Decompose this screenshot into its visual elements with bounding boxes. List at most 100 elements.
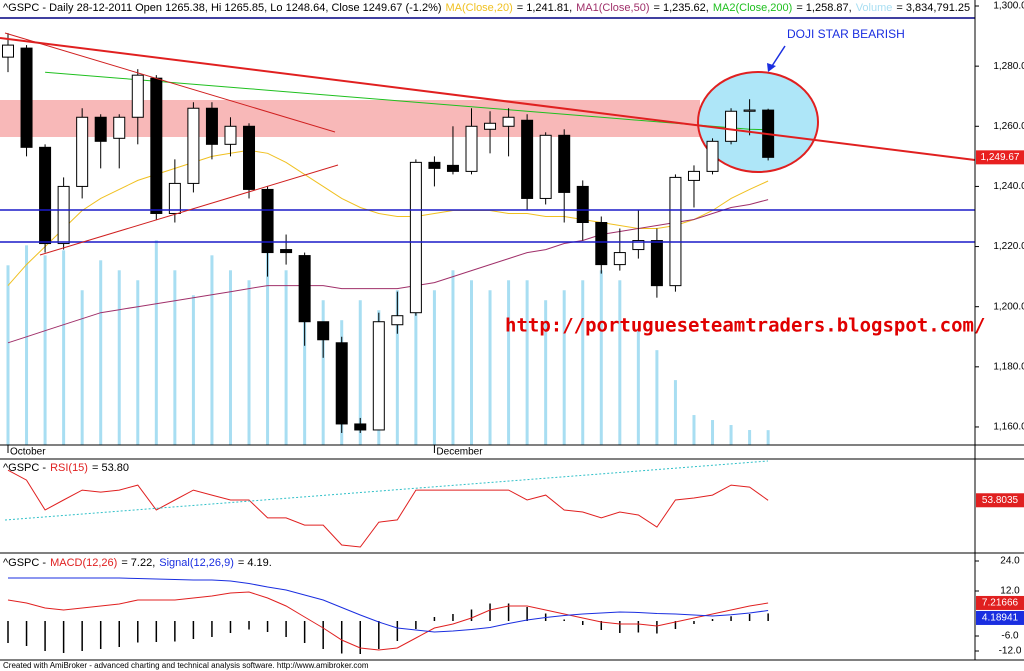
candle-body: [20, 47, 33, 148]
y-tick-label: -12.0: [999, 646, 1022, 657]
legend-value: = 53.80: [92, 462, 129, 474]
candle-body: [131, 74, 144, 118]
candle-body: [743, 109, 756, 112]
legend-value: = 1,235.62,: [653, 2, 708, 14]
x-tick-label: December: [436, 447, 483, 458]
volume-bar: [507, 280, 511, 445]
last-value-tag: [976, 150, 1024, 165]
volume-bar: [117, 270, 121, 445]
legend-entry: MACD(12,26): [50, 557, 117, 569]
volume-bar: [154, 240, 158, 445]
volume-bar: [284, 270, 288, 445]
volume-bar: [210, 255, 214, 445]
candle-body: [76, 116, 89, 187]
y-tick-label: 1,180.0: [993, 361, 1024, 372]
volume-bar: [395, 290, 399, 445]
candle-body: [465, 125, 478, 172]
candle-body: [298, 255, 311, 323]
volume-bar: [525, 280, 529, 445]
candle-body: [39, 146, 52, 245]
watermark-url: http://portugueseteamtraders.blogspot.co…: [505, 315, 985, 337]
candle-body: [243, 125, 256, 190]
candle-body: [150, 77, 163, 214]
y-tick-label: 1,260.0: [993, 121, 1024, 132]
candle-body: [57, 185, 70, 245]
header-title: ^GSPC -: [3, 462, 46, 474]
volume-bar: [692, 415, 696, 445]
volume-bar: [766, 430, 770, 445]
volume-bar: [228, 270, 232, 445]
y-tick-label: 1,220.0: [993, 241, 1024, 252]
volume-bar: [321, 300, 325, 445]
y-tick-label: -6.0: [1001, 631, 1019, 642]
volume-bar: [62, 250, 66, 445]
panel-header: ^GSPC - Daily 28-12-2011 Open 1265.38, H…: [3, 2, 970, 14]
y-tick-label: 1,280.0: [993, 61, 1024, 72]
last-value-label: 53.8035: [982, 495, 1019, 506]
candle-body: [94, 116, 107, 142]
legend-value: = 1,241.81,: [517, 2, 572, 14]
y-tick-label: 24.0: [1000, 556, 1020, 567]
last-value-tag: [976, 595, 1024, 610]
volume-bar: [99, 260, 103, 445]
candle-body: [446, 164, 459, 172]
legend-value: = 1,258.87,: [796, 2, 851, 14]
volume-bar: [358, 300, 362, 445]
volume-bar: [748, 430, 752, 445]
candle-body: [650, 240, 663, 287]
volume-bar: [25, 245, 29, 445]
legend-entry: Signal(12,26,9): [159, 557, 234, 569]
moving-average: [7, 199, 769, 344]
candle-body: [168, 182, 181, 214]
volume-bar: [136, 280, 140, 445]
volume-bar: [470, 280, 473, 445]
last-value-label: 1,249.67: [981, 152, 1020, 163]
candle-body: [335, 342, 348, 425]
y-tick-label: 1,240.0: [993, 181, 1024, 192]
volume-bar: [191, 295, 195, 445]
trend-line: [4, 32, 336, 133]
volume-bar: [618, 280, 622, 445]
candle-body: [187, 107, 200, 184]
drawings-over: DOJI STAR BEARISH http://portugueseteamt…: [0, 17, 985, 521]
indicator-line: [8, 577, 769, 633]
legend-value: = 4.19.: [238, 557, 272, 569]
pattern-label: DOJI STAR BEARISH: [787, 27, 905, 41]
candle-body: [409, 161, 422, 314]
plot: [2, 33, 775, 654]
header-title: ^GSPC - Daily 28-12-2011 Open 1265.38, H…: [3, 2, 442, 14]
indicator-line: [7, 591, 769, 651]
volume-bar: [581, 280, 585, 445]
volume-bar: [562, 290, 566, 445]
candle-body: [521, 119, 534, 199]
candle-body: [558, 134, 571, 193]
arrow: [771, 45, 786, 67]
legend-entry: MA(Close,20): [446, 2, 513, 14]
last-value-label: 7.21666: [982, 598, 1019, 609]
candle-body: [613, 252, 626, 266]
volume-bar: [414, 290, 418, 445]
candle-body: [113, 116, 126, 139]
y-tick-label: 1,160.0: [993, 422, 1024, 433]
candle-body: [725, 110, 738, 142]
candle-body: [502, 116, 515, 127]
highlight-ellipse: [697, 71, 819, 173]
legend-value: = 3,834,791.25: [896, 2, 970, 14]
volume-bar: [43, 255, 47, 445]
footer: Created with AmiBroker - advanced charti…: [3, 661, 369, 670]
legend-entry: MA1(Close,50): [576, 2, 649, 14]
candle-body: [687, 170, 700, 181]
candle-body: [632, 240, 645, 251]
candle-body: [2, 44, 14, 58]
volume-bar: [488, 290, 492, 445]
trend-line: [39, 164, 339, 256]
volume-bar: [729, 425, 733, 445]
volume-bar: [80, 290, 84, 445]
candle-body: [595, 222, 608, 266]
legend-value: = 7.22,: [121, 557, 155, 569]
y-tick-label: 1,300.0: [993, 1, 1024, 12]
candle-body: [428, 161, 441, 169]
